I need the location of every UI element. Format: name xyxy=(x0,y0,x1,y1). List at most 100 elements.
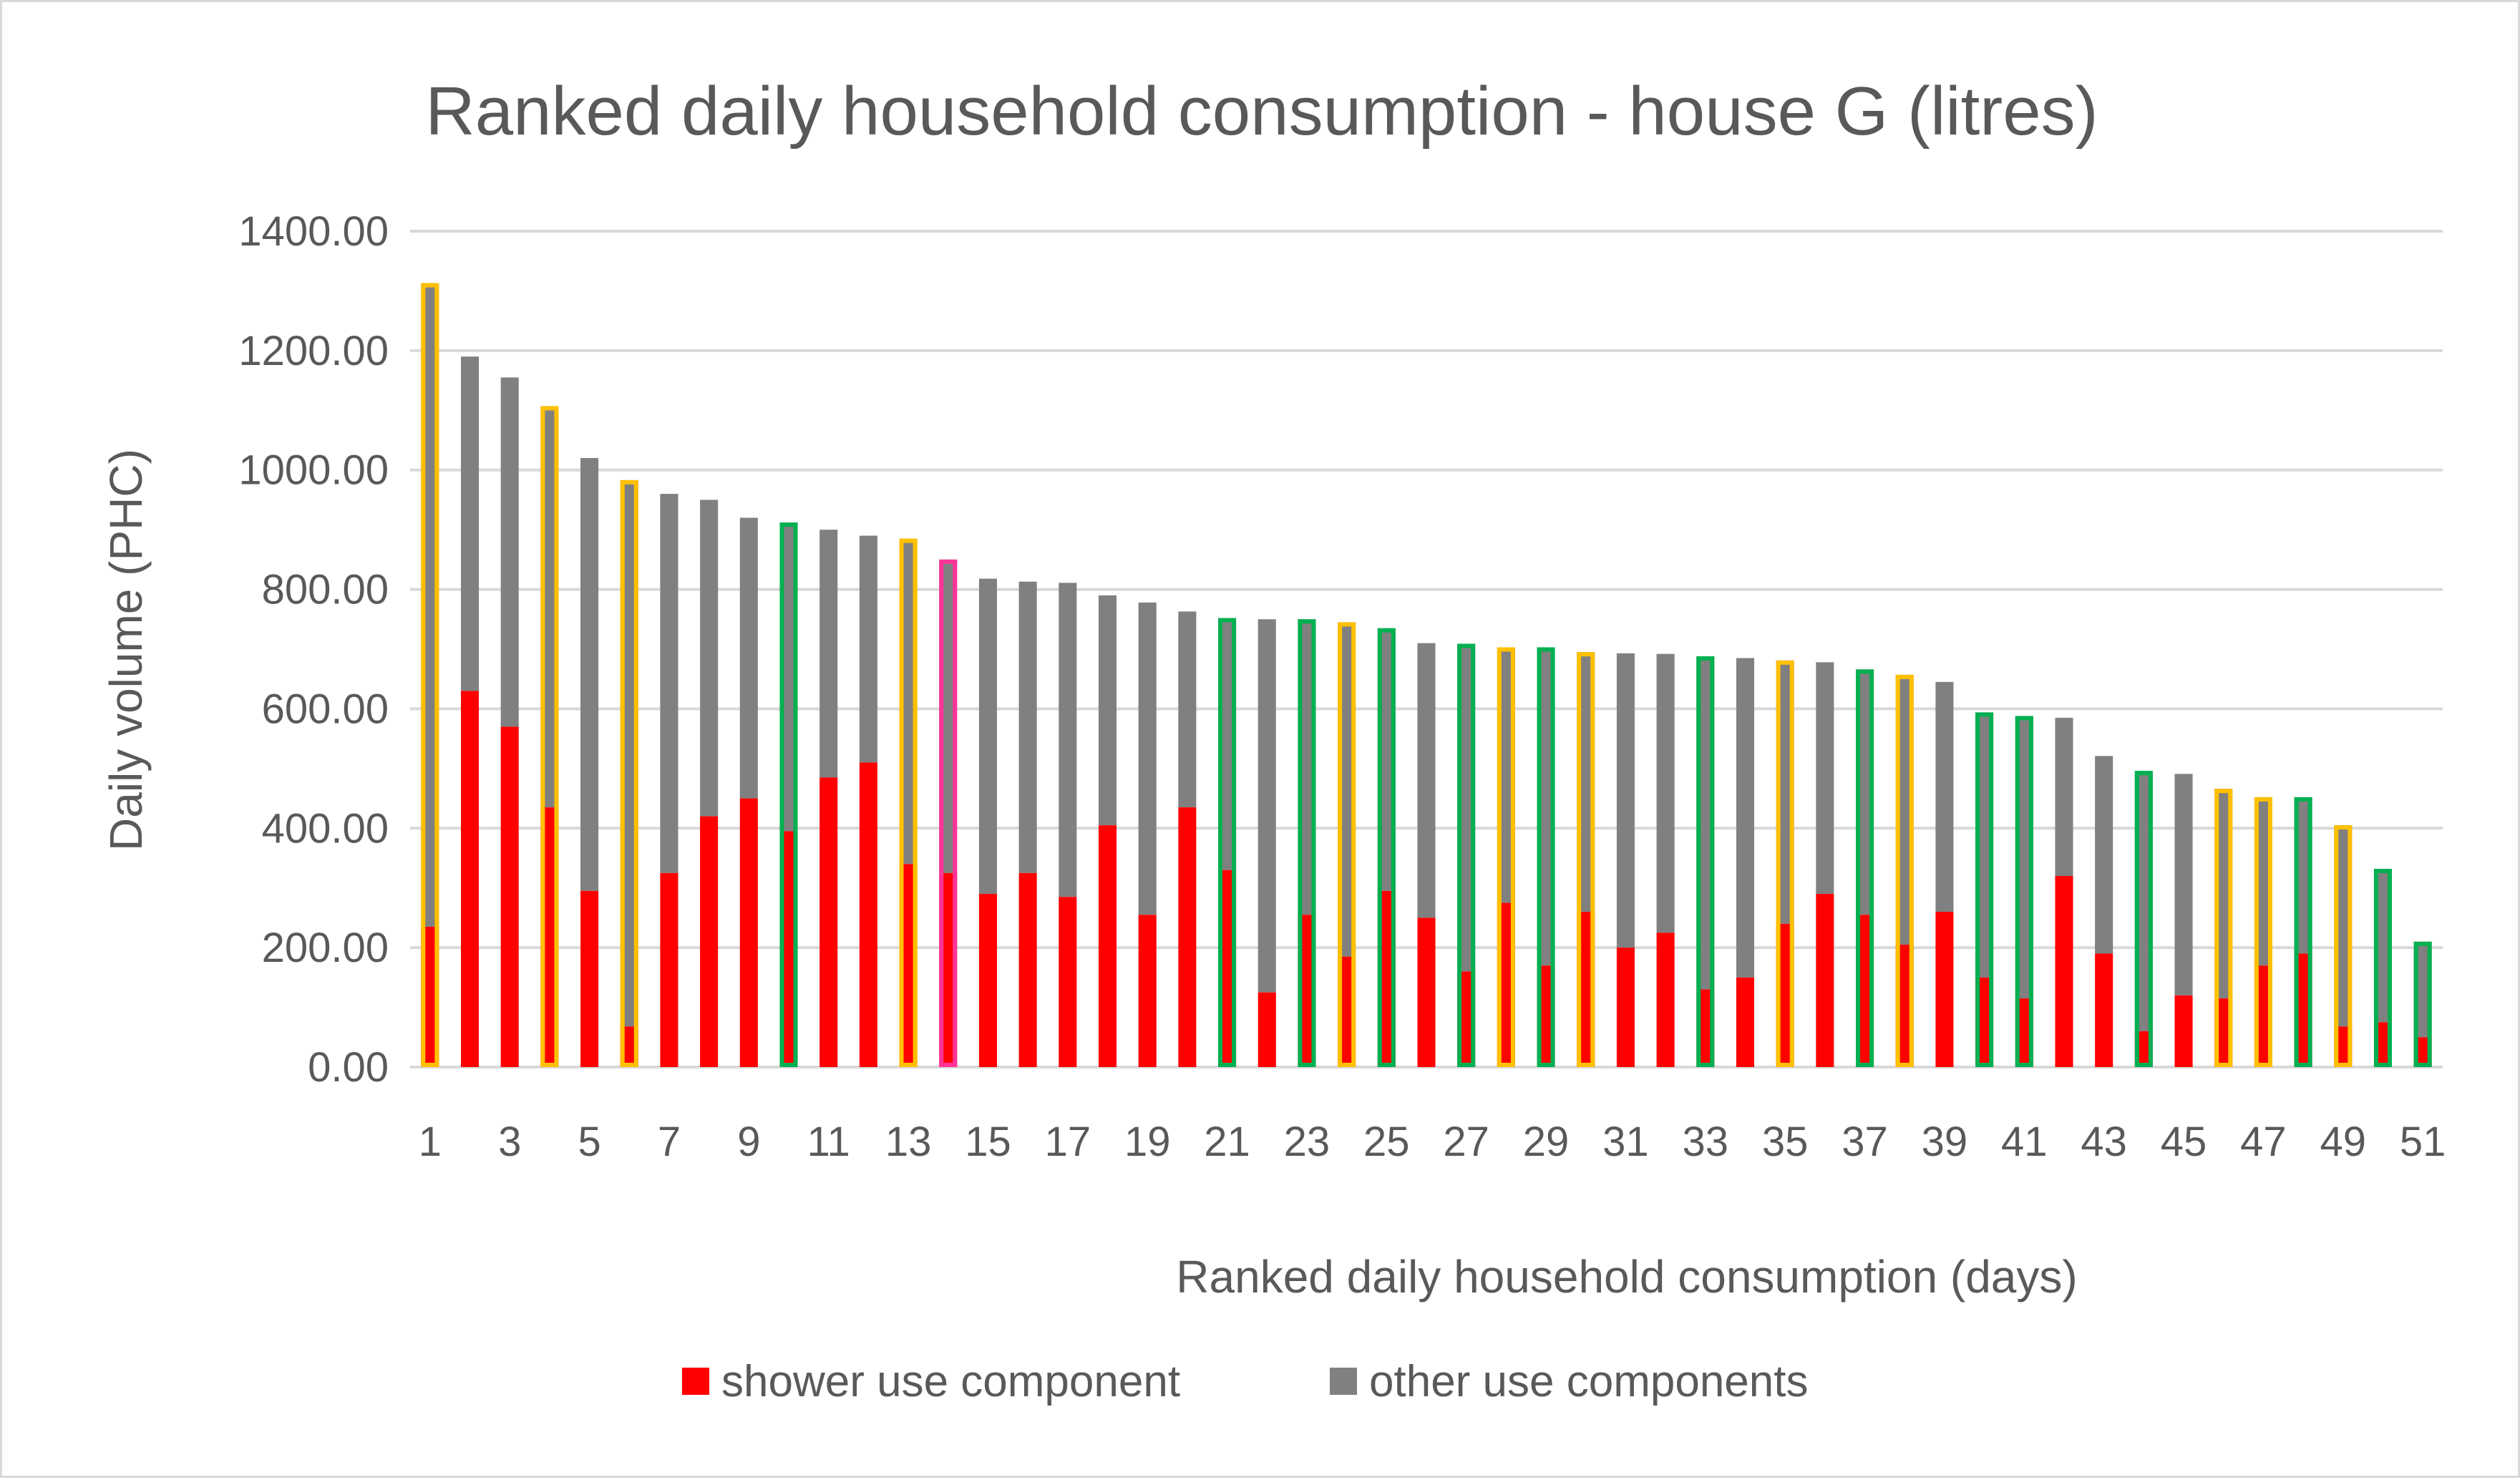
bar-outline-day-40 xyxy=(1975,712,1994,1067)
x-tick-label: 29 xyxy=(1523,1119,1570,1165)
bar-other-day-8 xyxy=(700,500,719,817)
bar-outline-day-47 xyxy=(2254,797,2272,1067)
bar-shower-day-31 xyxy=(1616,948,1635,1067)
x-tick-label: 23 xyxy=(1284,1119,1330,1165)
bar-outline-day-46 xyxy=(2214,789,2233,1068)
bar-outline-day-13 xyxy=(899,538,918,1067)
x-tick-label: 17 xyxy=(1045,1119,1091,1165)
x-tick-label: 11 xyxy=(807,1119,850,1165)
y-tick-label: 800.00 xyxy=(262,567,389,613)
bar-outline-day-48 xyxy=(2294,797,2312,1067)
x-tick-label: 51 xyxy=(2400,1119,2446,1165)
bar-outline-day-4 xyxy=(540,406,559,1067)
bar-outline-day-38 xyxy=(1895,674,1914,1067)
bar-other-day-16 xyxy=(1018,581,1037,873)
bar-layer xyxy=(421,283,2432,1068)
x-tick-label: 31 xyxy=(1602,1119,1649,1165)
bar-outline-day-25 xyxy=(1377,628,1396,1067)
bar-shower-day-11 xyxy=(819,777,838,1067)
x-tick-label: 21 xyxy=(1204,1119,1250,1165)
bar-other-day-43 xyxy=(2095,756,2113,954)
bar-outline-day-51 xyxy=(2413,941,2432,1068)
bar-shower-day-36 xyxy=(1816,894,1834,1067)
bar-outline-day-24 xyxy=(1338,622,1356,1067)
bar-other-day-34 xyxy=(1736,658,1755,978)
x-tick-label: 13 xyxy=(885,1119,932,1165)
x-tick-label: 9 xyxy=(737,1119,760,1165)
bar-shower-day-2 xyxy=(461,691,480,1067)
x-axis-ticks: 1 3 5 7 9 11 13 15 17 19 21 23 25 27 29 31 33 35 37 39 41 43 4… xyxy=(419,1119,2446,1165)
bar-outline-day-50 xyxy=(2373,869,2392,1067)
bar-shower-day-26 xyxy=(1417,917,1436,1067)
bar-other-day-15 xyxy=(978,578,997,895)
bar-shower-day-16 xyxy=(1018,872,1037,1067)
bar-outline-day-33 xyxy=(1696,656,1715,1067)
x-tick-label: 35 xyxy=(1762,1119,1809,1165)
bar-other-day-18 xyxy=(1098,595,1117,826)
y-tick-label: 1200.00 xyxy=(238,328,389,374)
bar-outline-day-23 xyxy=(1298,619,1316,1067)
bar-outline-day-21 xyxy=(1218,618,1237,1067)
x-tick-label: 45 xyxy=(2161,1119,2207,1165)
x-tick-label: 15 xyxy=(965,1119,1011,1165)
y-tick-label: 400.00 xyxy=(262,805,389,852)
bar-other-day-39 xyxy=(1935,681,1954,912)
x-tick-label: 41 xyxy=(2001,1119,2048,1165)
y-tick-label: 0.00 xyxy=(308,1044,389,1091)
x-tick-label: 1 xyxy=(419,1119,442,1165)
bar-outline-day-35 xyxy=(1776,660,1794,1067)
legend-swatch-other xyxy=(1330,1368,1357,1395)
y-tick-label: 600.00 xyxy=(262,686,389,732)
bar-other-day-3 xyxy=(500,377,519,727)
bar-outline-day-14 xyxy=(939,559,958,1067)
y-tick-label: 200.00 xyxy=(262,925,389,971)
bar-other-day-26 xyxy=(1417,643,1436,918)
bar-other-day-9 xyxy=(739,517,758,799)
bar-other-day-22 xyxy=(1257,619,1276,993)
bar-outline-day-1 xyxy=(421,283,439,1067)
bar-shower-day-9 xyxy=(739,798,758,1067)
bar-outline-day-37 xyxy=(1856,669,1874,1067)
legend-label-shower: shower use component xyxy=(721,1357,1180,1406)
bar-other-day-36 xyxy=(1816,662,1834,895)
x-tick-label: 39 xyxy=(1922,1119,1968,1165)
legend: shower use component other use component… xyxy=(682,1357,1809,1406)
bar-outline-day-30 xyxy=(1577,652,1595,1067)
bar-shower-day-8 xyxy=(700,816,719,1067)
bar-shower-day-18 xyxy=(1098,825,1117,1067)
bar-shower-day-19 xyxy=(1138,915,1157,1067)
bar-shower-day-7 xyxy=(660,872,678,1067)
bar-other-day-5 xyxy=(580,458,599,891)
bar-shower-day-5 xyxy=(580,890,599,1067)
x-tick-label: 33 xyxy=(1683,1119,1729,1165)
bar-outline-day-49 xyxy=(2334,825,2353,1067)
x-tick-label: 43 xyxy=(2081,1119,2127,1165)
bar-other-day-45 xyxy=(2174,774,2193,995)
bar-outline-day-41 xyxy=(2015,716,2033,1067)
x-tick-label: 37 xyxy=(1842,1119,1888,1165)
bar-other-day-42 xyxy=(2055,717,2073,877)
y-axis-title: Daily volume (PHC) xyxy=(100,449,152,851)
bar-other-day-20 xyxy=(1178,611,1197,808)
bar-shower-day-3 xyxy=(500,726,519,1067)
y-tick-label: 1400.00 xyxy=(238,208,389,255)
x-tick-label: 3 xyxy=(498,1119,521,1165)
bar-other-day-7 xyxy=(660,494,678,873)
x-tick-label: 19 xyxy=(1124,1119,1171,1165)
bar-shower-day-43 xyxy=(2095,953,2113,1067)
legend-label-other: other use components xyxy=(1369,1357,1809,1406)
x-tick-label: 49 xyxy=(2320,1119,2367,1165)
bar-shower-day-20 xyxy=(1178,807,1197,1067)
bar-shower-day-34 xyxy=(1736,977,1755,1067)
bar-other-day-17 xyxy=(1059,583,1077,897)
y-axis-ticks: 0.00 200.00 400.00 600.00 800.00 1000.00 1200.… xyxy=(238,208,389,1091)
bar-shower-day-45 xyxy=(2174,995,2193,1067)
bar-other-day-12 xyxy=(859,535,877,763)
bar-outline-day-27 xyxy=(1457,643,1476,1067)
bar-other-day-31 xyxy=(1616,653,1635,948)
bar-shower-day-12 xyxy=(859,762,877,1067)
x-tick-label: 25 xyxy=(1363,1119,1410,1165)
chart-title: Ranked daily household consumption - hou… xyxy=(425,73,2098,150)
